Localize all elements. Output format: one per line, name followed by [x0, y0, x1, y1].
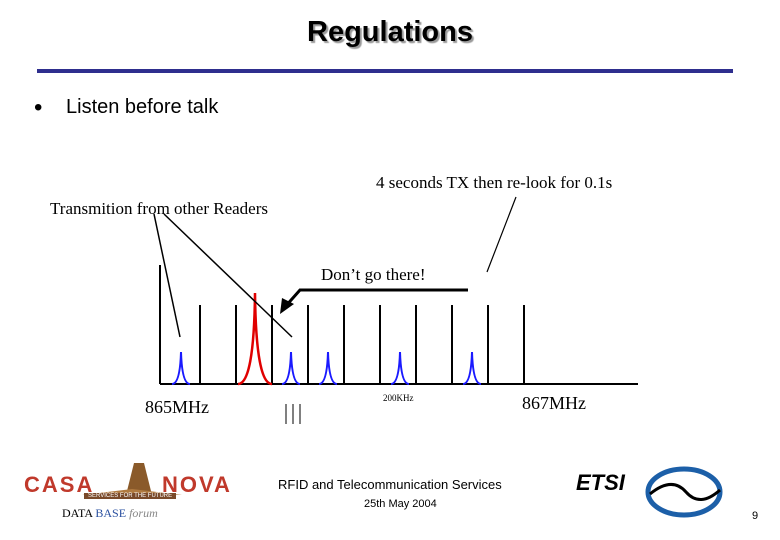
nova-wordmark: NOVA — [162, 472, 232, 497]
casa-tagline: SERVICES FOR THE FUTURE — [84, 493, 177, 499]
reader-peak — [281, 351, 301, 385]
pointer-line — [153, 213, 181, 338]
etsi-logo: ETSI — [576, 466, 723, 518]
reader-peak — [390, 351, 410, 385]
low-frequency-label: 865MHz — [145, 397, 209, 417]
reader-peak — [318, 351, 338, 385]
etsi-wordmark: ETSI — [576, 470, 626, 495]
slide-title: Regulations — [307, 16, 473, 48]
tx-cycle-label: 4 seconds TX then re-look for 0.1s — [376, 173, 613, 192]
casa-wordmark: CASA — [24, 472, 95, 497]
reader-peak — [462, 351, 482, 385]
channel-boundaries — [159, 265, 525, 384]
pointer-line — [163, 213, 293, 338]
reader-peak — [171, 351, 191, 385]
title-divider — [37, 69, 733, 73]
db-data-word: DATA — [62, 506, 93, 520]
transmition-label: Transmition from other Readers — [50, 199, 268, 218]
high-frequency-label: 867MHz — [522, 393, 586, 413]
logo-tower-icon — [126, 463, 152, 495]
bullet-marker: • — [34, 94, 43, 121]
channel-spacing-label: 200KHz — [383, 393, 414, 403]
busy-channel-peak — [237, 292, 273, 386]
spacing-ticks — [285, 404, 301, 424]
etsi-wave-icon — [649, 483, 722, 501]
arrow-line — [282, 288, 468, 309]
arrow-head — [280, 298, 294, 314]
footer-title: RFID and Telecommunication Services — [278, 477, 502, 492]
db-forum-word: forum — [129, 506, 158, 520]
bullet-text: Listen before talk — [66, 96, 219, 118]
db-base-word: BASE — [95, 506, 127, 520]
page-number: 9 — [752, 510, 759, 522]
reader-peaks — [171, 351, 482, 385]
dont-go-label: Don’t go there! — [321, 265, 426, 284]
pointer-line — [486, 196, 517, 273]
database-forum-logo: DATA BASE forum — [62, 506, 158, 521]
footer-date: 25th May 2004 — [364, 498, 437, 510]
